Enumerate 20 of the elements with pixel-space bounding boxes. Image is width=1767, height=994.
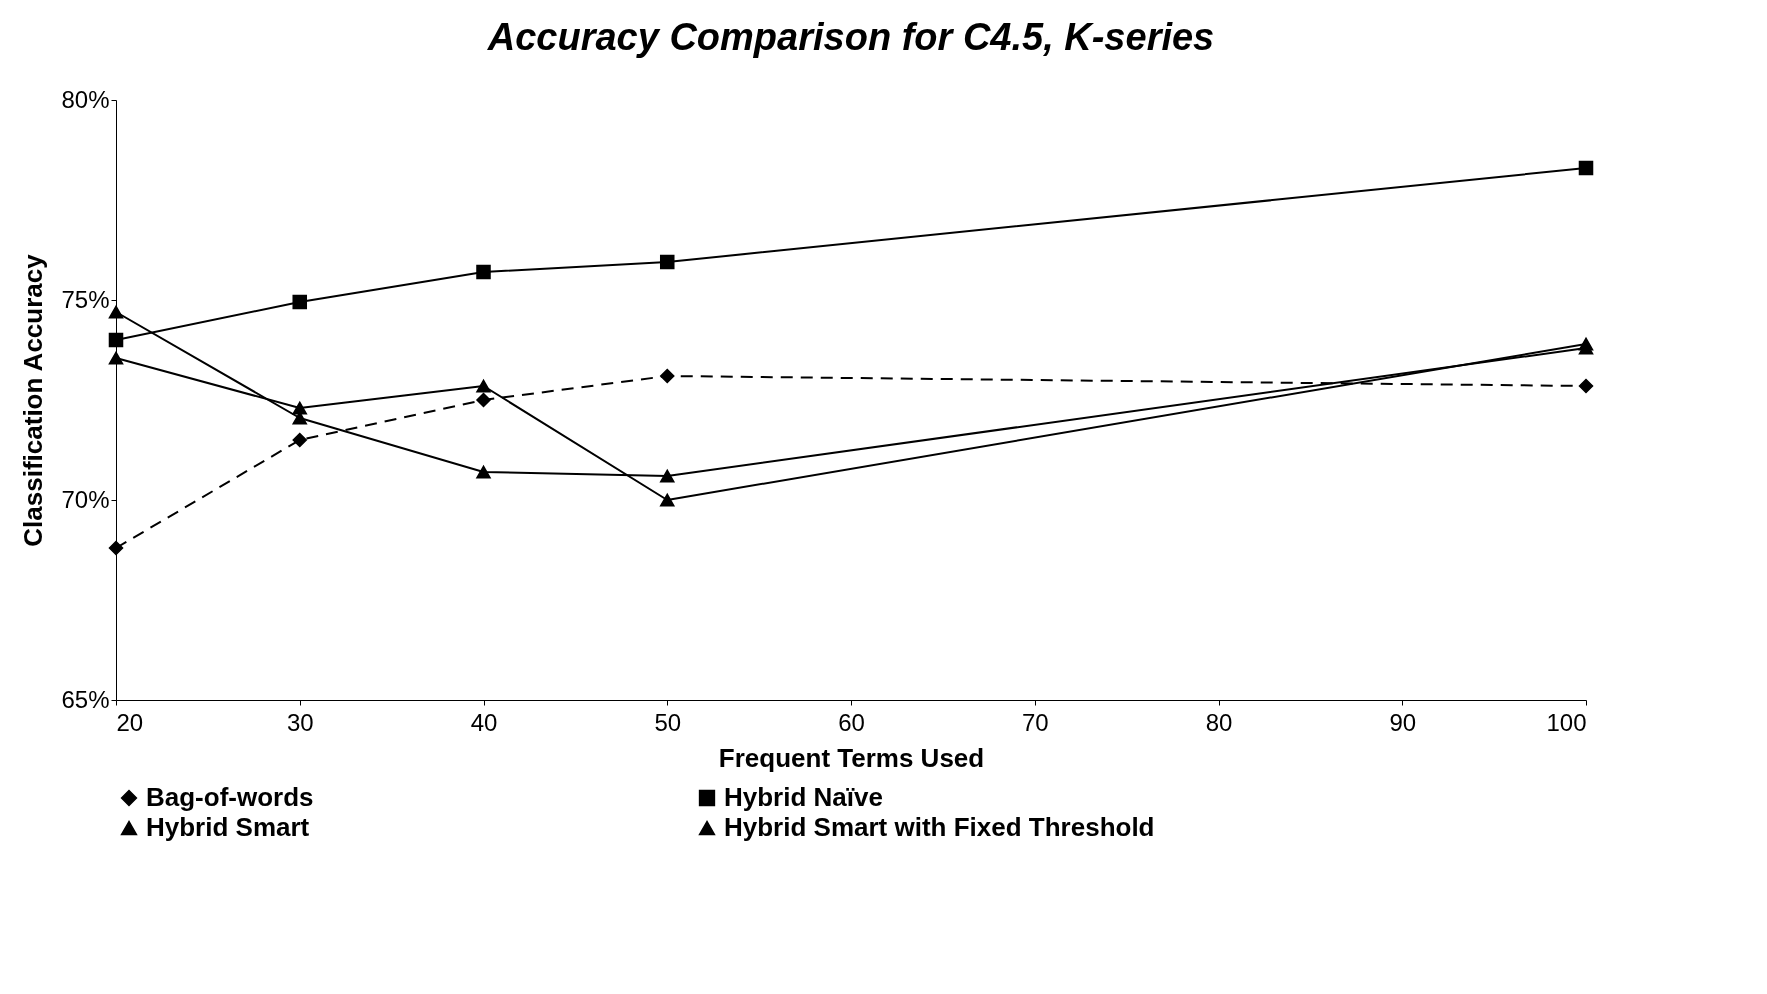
y-axis-title: Classification Accuracy (18, 253, 49, 547)
y-tick-label: 75% (61, 285, 110, 313)
x-tick-label: 80 (1205, 708, 1233, 736)
legend-label: Hybrid Naïve (724, 782, 883, 812)
chart-title: Accuracy Comparison for C4.5, K-series (486, 16, 1215, 58)
x-tick-label: 70 (1021, 708, 1049, 736)
x-tick-label: 60 (838, 708, 865, 736)
x-tick-label: 40 (470, 708, 498, 736)
x-tick-label: 20 (116, 708, 144, 736)
x-tick-label: 30 (286, 708, 314, 736)
legend-label: Hybrid Smart (146, 812, 310, 842)
y-tick-label: 65% (61, 685, 110, 713)
y-tick-label: 80% (61, 85, 110, 113)
x-axis-title: Frequent Terms Used (718, 742, 985, 773)
legend-label: Bag-of-words (146, 782, 314, 812)
x-tick-label: 90 (1389, 708, 1417, 736)
y-tick-label: 70% (61, 485, 110, 513)
x-tick-label: 100 (1546, 708, 1587, 736)
legend-label: Hybrid Smart with Fixed Threshold (724, 812, 1155, 842)
x-tick-label: 50 (654, 708, 682, 736)
